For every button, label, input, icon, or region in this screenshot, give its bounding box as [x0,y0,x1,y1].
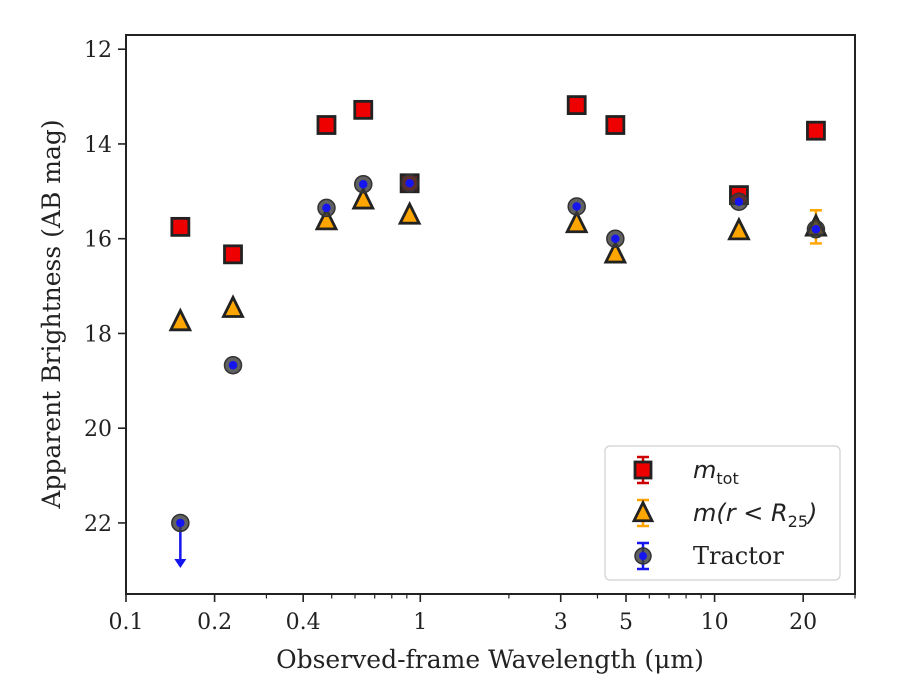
legend-label-tractor: Tractor [693,542,784,570]
y-tick-label: 22 [84,512,112,537]
marker-tractor [606,229,625,248]
marker-m_tot [223,244,243,265]
marker-m_tot [170,216,191,237]
series-tractor [171,174,826,568]
x-tick-label: 20 [789,610,817,635]
marker-tractor [400,174,419,193]
y-tick-label: 12 [84,38,112,63]
x-tick-label: 0.4 [286,610,321,635]
plot-frame [125,34,856,595]
y-tick-label: 18 [84,322,112,347]
marker-tractor [223,355,243,375]
x-tick-label: 0.1 [109,610,144,635]
marker-m_tot [806,120,826,141]
legend-marker-tractor-core [639,552,647,560]
marker-tractor [171,513,190,533]
y-tick-label: 14 [84,133,112,158]
marker-m_tot [316,115,337,135]
marker-tractor-core [611,234,620,243]
marker-tractor [317,198,336,218]
marker-m_tot [605,115,626,135]
marker-tractor [729,192,749,212]
legend-marker-m_r25 [631,499,655,523]
x-tick-label: 0.2 [197,610,232,635]
marker-tractor-core [228,360,238,370]
marker-m_r25 [603,239,628,264]
legend-label-m_r25: m(r < R25) [693,499,817,531]
marker-m_r25 [564,209,589,234]
marker-m_r25 [351,185,376,210]
legend-marker-m_tot [633,460,653,480]
marker-m_r25 [314,206,339,231]
x-axis-label: Observed-frame Wavelength (μm) [276,645,704,674]
marker-tractor-core [811,224,821,234]
marker-tractor [806,219,826,239]
marker-m_tot [566,95,587,116]
y-tick-label: 20 [84,417,112,442]
x-tick-label: 1 [413,610,427,635]
x-tick-label: 5 [619,610,633,635]
y-tick-label: 16 [84,228,112,253]
x-tick-label: 3 [554,610,568,635]
marker-m_r25 [397,200,422,225]
marker-tractor-core [359,179,368,189]
marker-m_r25 [168,307,193,332]
legend-marker-tractor [634,547,652,565]
x-tick-label: 10 [701,610,729,635]
marker-tractor-core [734,197,744,207]
marker-tractor-core [405,179,414,188]
marker-tractor [354,174,373,194]
marker-tractor [567,197,586,216]
series-m_tot [170,95,826,265]
marker-tractor-core [176,518,185,528]
y-axis-label: Apparent Brightness (AB mag) [37,119,66,509]
legend-box [604,445,841,581]
marker-m_r25 [727,216,751,241]
legend-label-m_tot: mtot [693,456,739,488]
series-m_r25 [168,185,828,332]
marker-tractor-core [572,202,581,211]
marker-tractor-core [322,203,331,213]
marker-m_r25 [221,294,245,318]
legend: mtot m(r < R25) Tractor [604,445,841,581]
upper-limit-arrowhead [174,558,187,568]
marker-m_tot [353,99,374,120]
